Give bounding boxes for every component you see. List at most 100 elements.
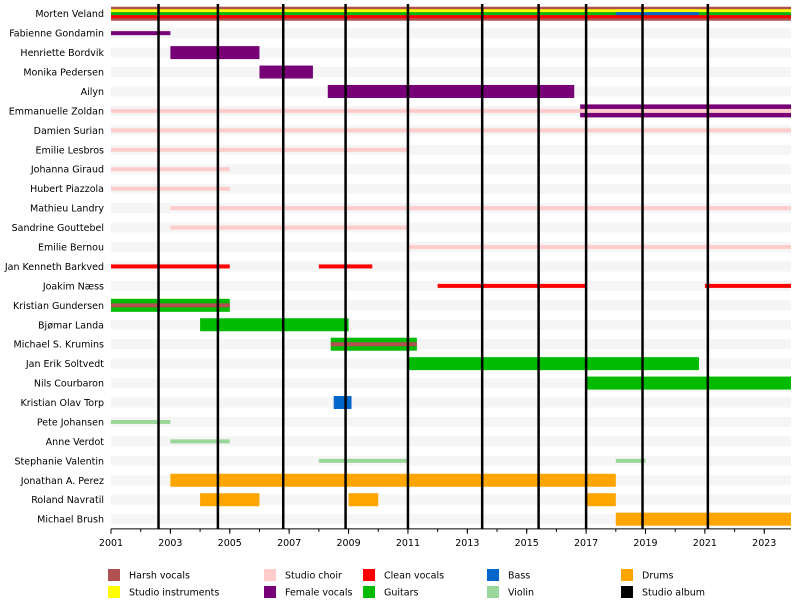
- bar-choir: [170, 206, 791, 211]
- member-label: Emmanuelle Zoldan: [9, 106, 104, 117]
- bar-drums: [170, 473, 616, 487]
- legend-swatch: [108, 586, 120, 598]
- member-label: Michael Brush: [37, 515, 104, 526]
- legend-label: Studio instruments: [129, 588, 219, 599]
- x-tick-label: 2011: [396, 538, 420, 549]
- bar-drums: [586, 493, 616, 507]
- member-label: Roland Navratil: [31, 495, 104, 506]
- legend: Harsh vocals Studio instruments Studio cho…: [108, 569, 705, 599]
- legend-label: Clean vocals: [384, 571, 444, 582]
- x-tick-label: 2021: [693, 538, 717, 549]
- legend-label: Studio choir: [285, 571, 342, 582]
- bar-clean: [704, 283, 791, 288]
- album-lines: [157, 4, 710, 529]
- bar-guitar: [586, 376, 791, 390]
- row-stripe: [111, 397, 791, 408]
- legend-label: Harsh vocals: [129, 571, 190, 582]
- bar-choir: [407, 245, 791, 249]
- legend-swatch: [108, 569, 120, 581]
- row-stripe: [111, 261, 791, 272]
- member-label: Emilie Bernou: [38, 243, 104, 254]
- x-tick-label: 2019: [633, 538, 657, 549]
- bar-choir: [111, 167, 230, 172]
- bar-female: [259, 65, 313, 79]
- member-label: Morten Veland: [35, 9, 104, 20]
- bar-guitar: [407, 357, 699, 371]
- row-stripe: [111, 144, 791, 155]
- row-stripe: [111, 164, 791, 175]
- bar-guitar: [200, 318, 349, 332]
- row-stripe: [111, 67, 791, 78]
- x-tick-label: 2003: [158, 538, 182, 549]
- legend-swatch: [487, 586, 499, 598]
- member-label: Jonathan A. Perez: [20, 476, 104, 487]
- member-label: Hubert Piazzola: [30, 184, 104, 195]
- bar-clean: [437, 283, 587, 288]
- row-stripe: [111, 183, 791, 194]
- member-label: Nils Courbaron: [34, 379, 104, 390]
- row-stripe: [111, 378, 791, 389]
- x-tick-label: 2023: [752, 538, 776, 549]
- bar-clean: [111, 15, 791, 19]
- x-tick-label: 2015: [515, 538, 539, 549]
- bar-female: [327, 84, 575, 98]
- legend-swatch: [363, 569, 375, 581]
- x-tick-label: 2009: [336, 538, 360, 549]
- x-tick-label: 2017: [574, 538, 598, 549]
- row-stripe: [111, 28, 791, 39]
- bar-choir: [111, 128, 791, 133]
- bar-guitar: [111, 12, 791, 16]
- member-label: Pete Johansen: [37, 417, 104, 428]
- bar-instr: [111, 9, 791, 13]
- bar-clean: [111, 264, 230, 269]
- legend-swatch: [487, 569, 499, 581]
- bar-choir: [111, 186, 230, 191]
- bar-violin: [615, 458, 646, 463]
- row-stripe: [111, 436, 791, 447]
- bar-choir: [111, 147, 408, 152]
- member-label: Johanna Giraud: [30, 165, 104, 176]
- member-label: Stephanie Valentin: [15, 456, 104, 467]
- row-stripe: [111, 455, 791, 466]
- legend-swatch: [264, 569, 276, 581]
- x-tick-label: 2013: [455, 538, 479, 549]
- legend-label: Bass: [508, 571, 530, 582]
- member-labels: Morten Veland Fabienne Gondamin Henriette …: [4, 9, 105, 525]
- legend-label: Violin: [508, 588, 534, 599]
- bar-choir: [580, 108, 791, 113]
- bar-drums: [200, 493, 260, 507]
- bar-harsh: [111, 303, 230, 308]
- member-label: Fabienne Gondamin: [9, 29, 104, 40]
- row-stripe: [111, 319, 791, 330]
- legend-label: Drums: [642, 571, 673, 582]
- row-stripe: [111, 47, 791, 58]
- legend-swatch: [363, 586, 375, 598]
- x-tick-label: 2001: [99, 538, 123, 549]
- bar-drums: [615, 512, 791, 526]
- member-label: Kristian Gundersen: [13, 301, 104, 312]
- x-tick-label: 2007: [277, 538, 301, 549]
- member-label: Jan Erik Soltvedt: [25, 359, 104, 370]
- bar-bass: [333, 396, 352, 410]
- legend-swatch: [621, 586, 633, 598]
- legend-label: Studio album: [642, 588, 705, 599]
- legend-label: Female vocals: [285, 588, 352, 599]
- legend-swatch: [264, 586, 276, 598]
- bar-bass: [615, 12, 699, 16]
- row-stripe: [111, 494, 791, 505]
- bar-drums: [348, 493, 379, 507]
- bar-female: [170, 46, 260, 60]
- bar-female: [111, 31, 171, 36]
- member-label: Kristian Olav Torp: [21, 398, 104, 409]
- bar-violin: [318, 458, 408, 463]
- member-label: Emilie Lesbros: [36, 145, 104, 156]
- member-label: Jan Kenneth Barkved: [4, 262, 104, 273]
- member-label: Sandrine Gouttebel: [12, 223, 104, 234]
- x-tick-label: 2005: [218, 538, 242, 549]
- row-stripe: [111, 339, 791, 350]
- row-stripe: [111, 416, 791, 427]
- member-label: Joakim Næss: [42, 281, 104, 292]
- bar-harsh: [330, 342, 417, 347]
- member-label: Bjømar Landa: [38, 320, 104, 331]
